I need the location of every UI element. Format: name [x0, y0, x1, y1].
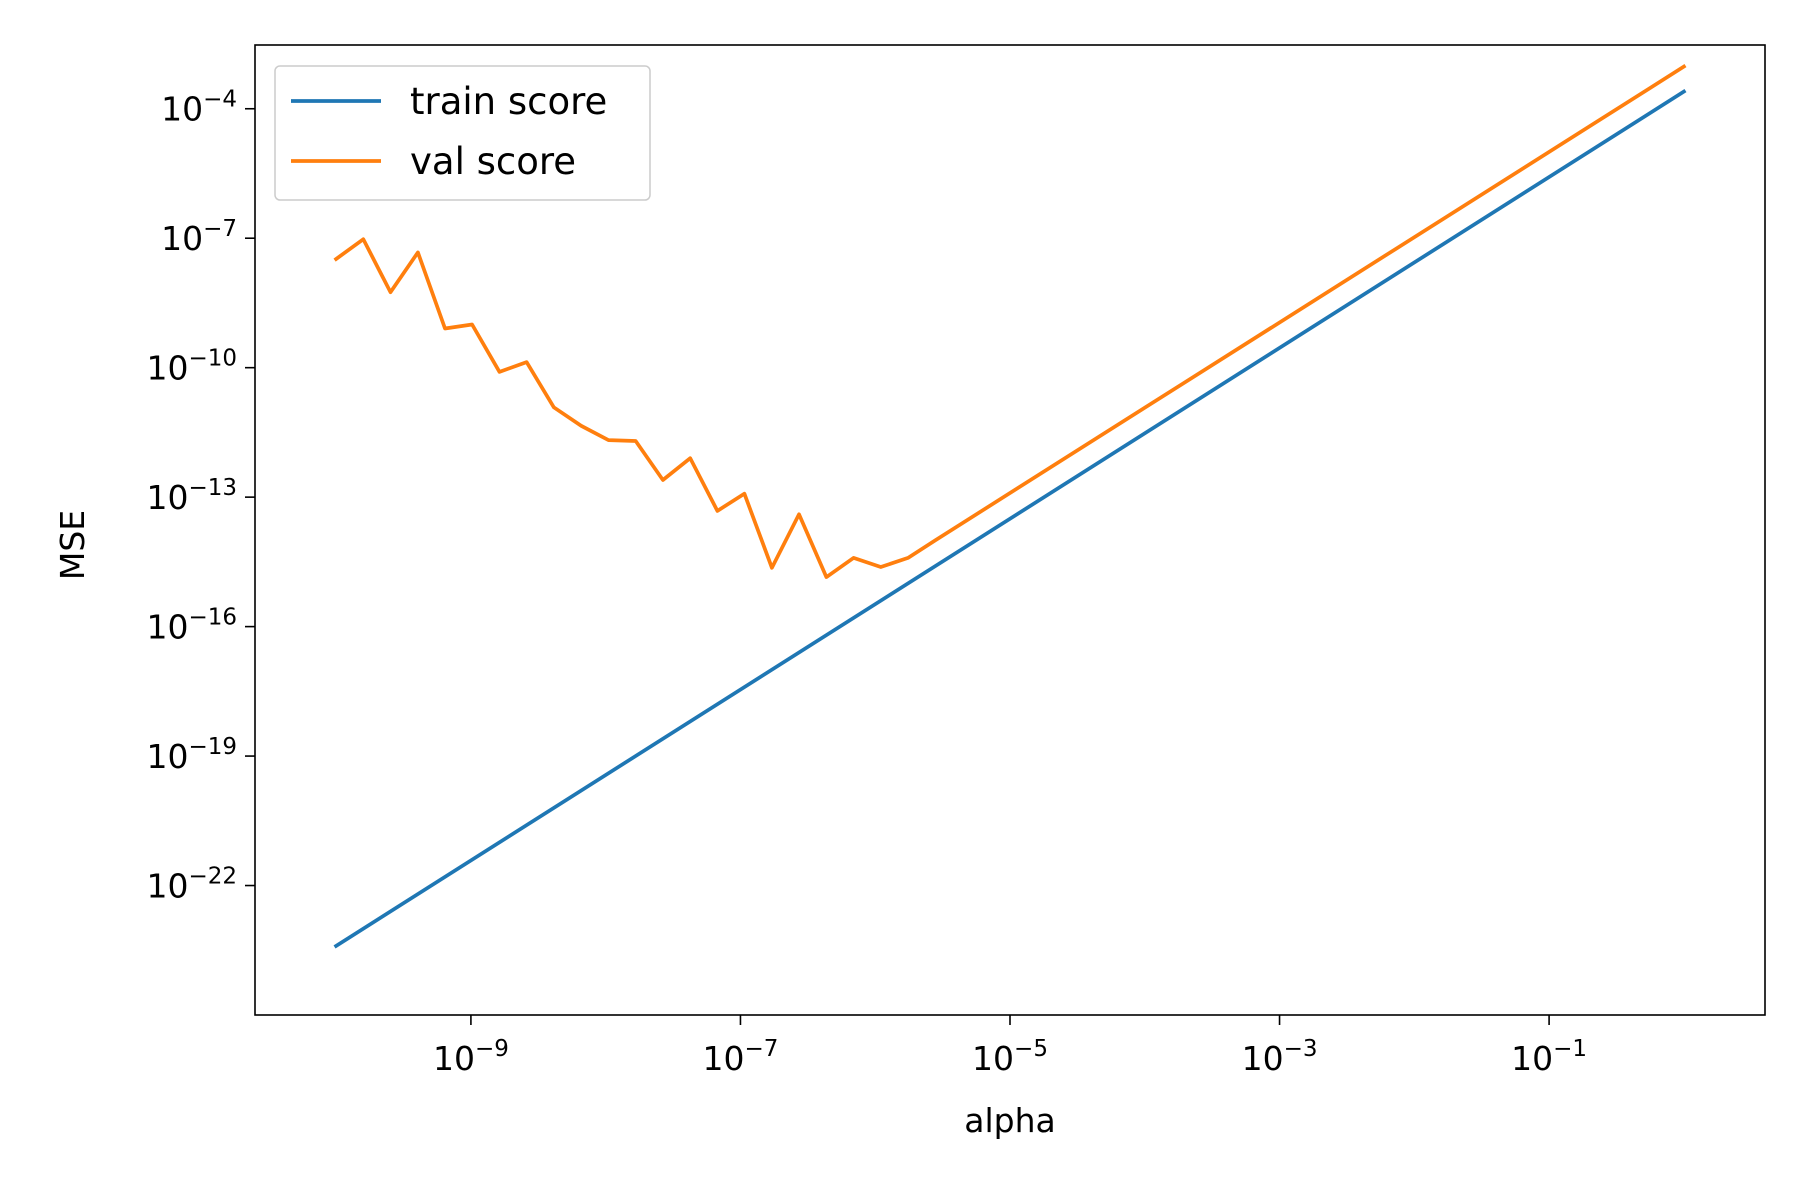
x-tick-label: 10−1 [1511, 1036, 1587, 1078]
y-tick-label: 10−7 [161, 216, 237, 258]
series-line-val-score [333, 64, 1687, 579]
x-tick-label: 10−7 [703, 1036, 779, 1078]
series-layer [333, 64, 1687, 949]
x-tick-label: 10−5 [972, 1036, 1048, 1078]
y-tick-label: 10−4 [161, 87, 237, 129]
y-axis: 10−22 10−19 10−16 10−13 10−10 10−7 10−4 [146, 87, 255, 906]
y-axis-label: MSE [53, 510, 92, 580]
y-tick-label: 10−13 [146, 475, 237, 517]
series-line-train-score [333, 89, 1687, 949]
x-tick-label: 10−9 [433, 1036, 509, 1078]
y-tick-label: 10−16 [146, 605, 237, 647]
y-tick-label: 10−22 [146, 864, 237, 906]
legend-label-train-score: train score [410, 80, 607, 123]
legend: train score val score [274, 65, 651, 201]
y-tick-label: 10−10 [146, 346, 237, 388]
x-tick-label: 10−3 [1242, 1036, 1318, 1078]
x-axis: 10−9 10−7 10−5 10−3 10−1 [433, 1015, 1587, 1078]
legend-label-val-score: val score [410, 140, 576, 183]
y-tick-label: 10−19 [146, 734, 237, 776]
x-axis-label: alpha [964, 1101, 1055, 1140]
plot-area [255, 45, 1765, 1015]
